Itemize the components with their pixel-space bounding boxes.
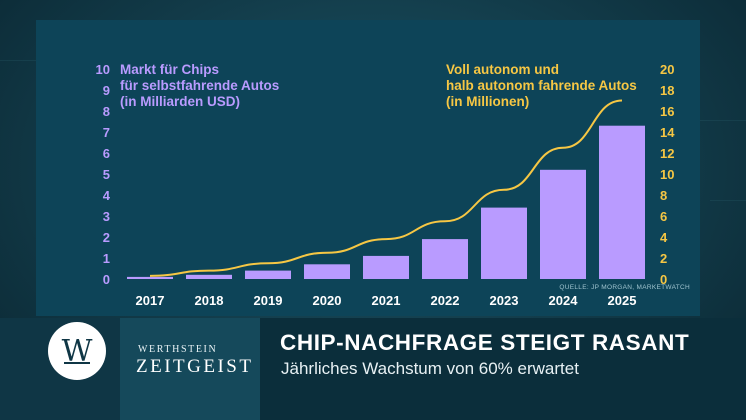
left-axis-tick-label: 2 [103,230,110,245]
right-axis-tick-label: 2 [660,251,667,266]
bar [245,270,291,279]
left-axis-tick-label: 9 [103,83,110,98]
left-axis-tick-label: 7 [103,125,110,140]
right-axis-title-line: halb autonom fahrende Autos [446,78,637,93]
right-axis-tick-label: 16 [660,104,674,119]
logo-icon: W [48,322,106,380]
bar [540,169,586,279]
left-axis-tick-label: 10 [96,62,110,77]
brand-name-top: WERTHSTEIN [138,344,218,355]
bar [304,264,350,279]
right-axis-tick-label: 8 [660,188,667,203]
right-axis-title-line: (in Millionen) [446,94,530,109]
x-axis-tick-label: 2017 [136,293,165,308]
bar [599,125,645,279]
series-line [149,99,623,277]
x-axis-tick-label: 2022 [431,293,460,308]
left-axis-tick-label: 3 [103,209,110,224]
right-axis-tick-label: 4 [660,230,668,245]
background-line [710,200,746,201]
left-axis-title-line: Markt für Chips [120,62,220,77]
background-line [700,120,746,121]
left-axis-title-line: für selbstfahrende Autos [120,78,280,93]
x-axis-tick-label: 2019 [254,293,283,308]
x-axis-tick-label: 2021 [372,293,401,308]
x-axis-tick-label: 2018 [195,293,224,308]
left-axis-tick-label: 1 [103,251,110,266]
right-axis-title: Voll autonom und halb autonom fahrende A… [446,62,637,110]
footer-bar [0,318,746,420]
right-axis-title-line: Voll autonom und [446,62,559,77]
left-axis-tick-label: 8 [103,104,110,119]
left-axis-tick-label: 6 [103,146,110,161]
x-axis-tick-label: 2024 [549,293,579,308]
right-axis-tick-label: 0 [660,272,667,287]
right-axis-tick-label: 10 [660,167,674,182]
logo-underline [64,362,90,364]
source-note: QUELLE: JP MORGAN, MARKETWATCH [559,284,690,291]
brand-box [120,318,260,420]
bar [127,276,173,279]
headline: CHIP-NACHFRAGE STEIGT RASANT [280,330,690,355]
right-axis-tick-label: 14 [660,125,675,140]
right-axis-tick-label: 18 [660,83,674,98]
brand-name-bottom: ZEITGEIST [136,356,254,377]
background-line [0,60,36,61]
right-axis-tick-label: 6 [660,209,667,224]
bar [422,239,468,279]
left-axis-tick-label: 0 [103,272,110,287]
right-axis-tick-label: 12 [660,146,674,161]
right-axis-tick-label: 20 [660,62,674,77]
x-axis-tick-label: 2020 [313,293,342,308]
x-axis-tick-label: 2023 [490,293,519,308]
left-axis-tick-label: 5 [103,167,110,182]
bar [481,207,527,279]
left-axis-title-line: (in Milliarden USD) [120,94,241,109]
bar [186,274,232,279]
subheadline: Jährliches Wachstum von 60% erwartet [281,359,579,378]
left-axis-tick-label: 4 [103,188,111,203]
bar [363,255,409,279]
left-axis-title: Markt für Chips für selbstfahrende Autos… [120,62,279,110]
x-axis-tick-label: 2025 [608,293,637,308]
